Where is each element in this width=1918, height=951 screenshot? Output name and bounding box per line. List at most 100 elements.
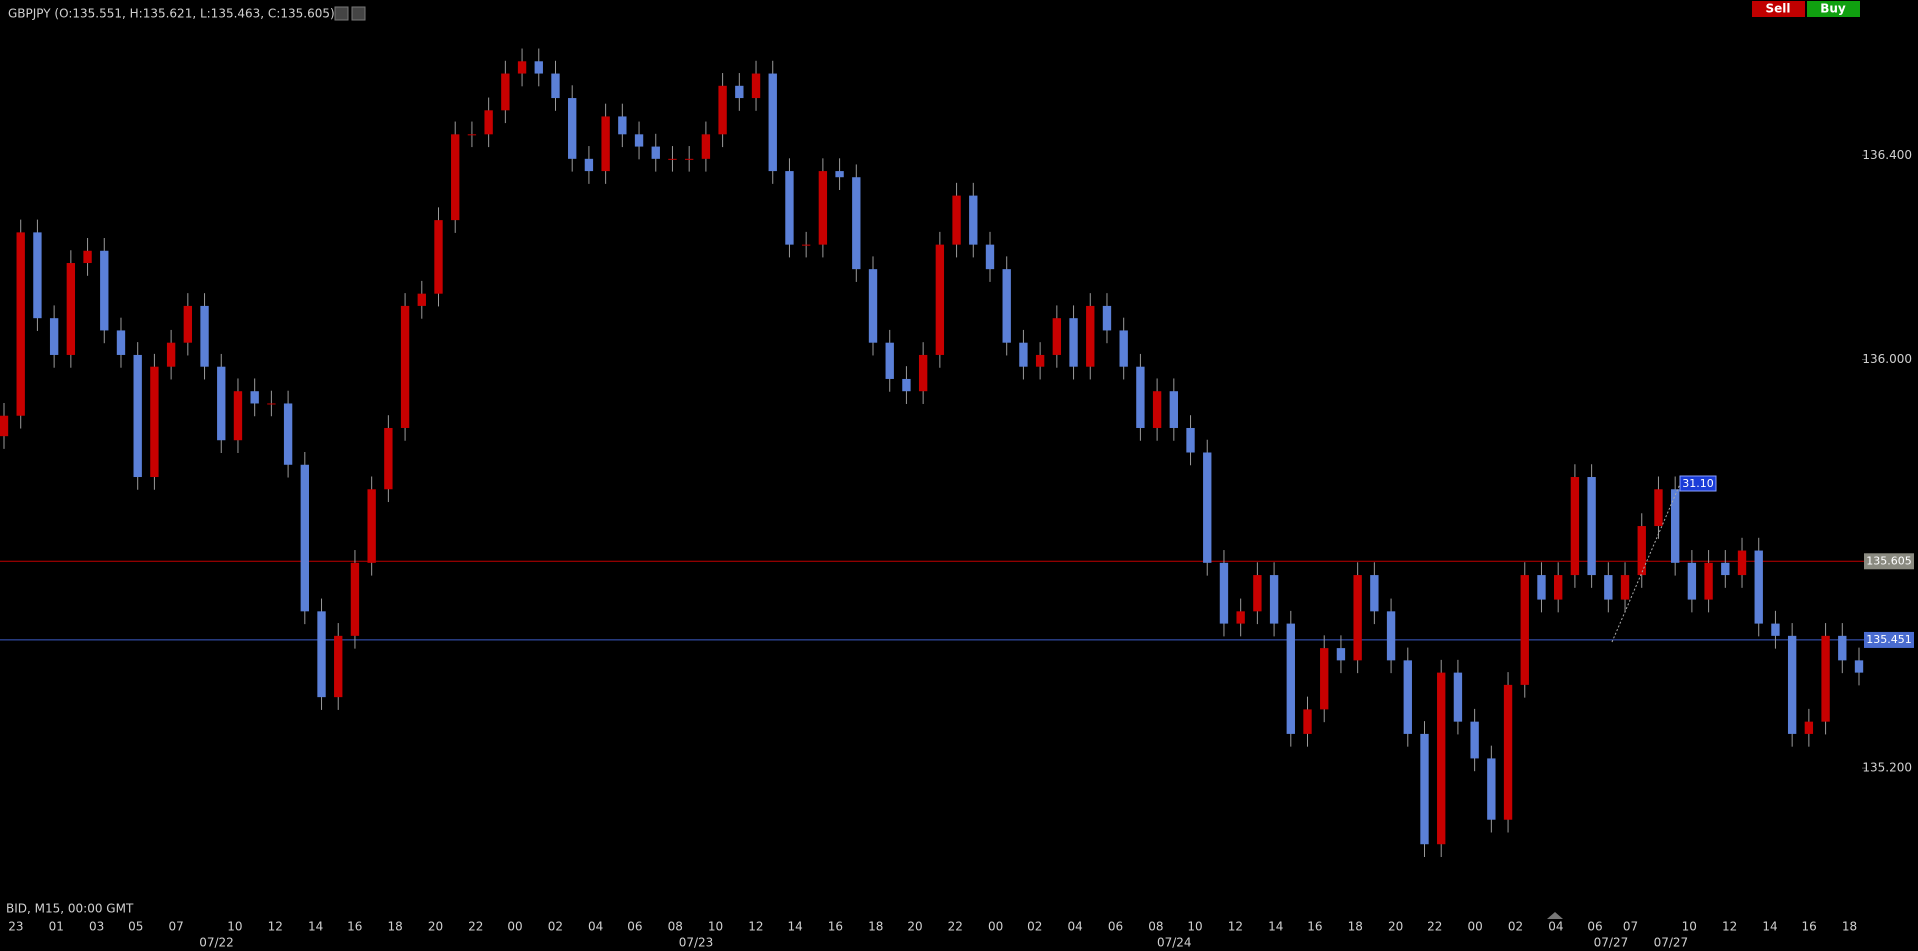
x-tick-label: 14 bbox=[1762, 920, 1777, 934]
x-tick-label: 10 bbox=[227, 920, 242, 934]
candle-body bbox=[1721, 562, 1730, 576]
candle-body bbox=[1203, 452, 1212, 563]
x-tick-label: 10 bbox=[1682, 920, 1697, 934]
x-tick-label: 03 bbox=[89, 920, 104, 934]
x-tick-label: 10 bbox=[1187, 920, 1202, 934]
date-label: 07/27 bbox=[1654, 936, 1689, 950]
scroll-marker bbox=[1547, 912, 1563, 919]
x-tick-label: 20 bbox=[428, 920, 443, 934]
candle-body bbox=[1086, 305, 1095, 367]
x-tick-label: 02 bbox=[548, 920, 563, 934]
candle-body bbox=[1269, 575, 1279, 624]
x-tick-label: 05 bbox=[128, 920, 143, 934]
candle-body bbox=[735, 85, 744, 99]
candle-body bbox=[1035, 354, 1045, 367]
candle-body bbox=[0, 415, 9, 437]
candle-body bbox=[1403, 660, 1412, 734]
date-label: 07/22 bbox=[199, 936, 234, 950]
x-tick-label: 02 bbox=[1508, 920, 1523, 934]
candle-body bbox=[100, 250, 109, 331]
candle-body bbox=[1654, 489, 1663, 527]
candle-body bbox=[701, 134, 711, 159]
candle-body bbox=[768, 73, 777, 172]
candle-body bbox=[83, 250, 92, 264]
annotation: 31.10 bbox=[1682, 477, 1714, 490]
x-tick-label: 07 bbox=[169, 920, 184, 934]
measure-line bbox=[1611, 483, 1681, 643]
x-tick-label: 07 bbox=[1623, 920, 1638, 934]
candle-body bbox=[1169, 391, 1178, 428]
candle-body bbox=[1687, 562, 1697, 600]
candle-body bbox=[350, 562, 360, 636]
candle-body bbox=[1838, 635, 1847, 661]
candle-body bbox=[685, 158, 694, 160]
candle-body bbox=[400, 305, 410, 428]
candle-body bbox=[1637, 526, 1646, 576]
candle-body bbox=[751, 73, 761, 99]
x-tick-label: 14 bbox=[1268, 920, 1283, 934]
candle-body bbox=[1420, 733, 1429, 845]
candle-body bbox=[1771, 623, 1780, 636]
x-tick-label: 14 bbox=[308, 920, 323, 934]
candle-body bbox=[1320, 648, 1329, 710]
x-tick-label: 12 bbox=[748, 920, 763, 934]
x-tick-label: 22 bbox=[948, 920, 963, 934]
x-tick-label: 08 bbox=[668, 920, 683, 934]
x-tick-label: 22 bbox=[1427, 920, 1442, 934]
x-tick-label: 16 bbox=[828, 920, 843, 934]
x-tick-label: 00 bbox=[507, 920, 522, 934]
candle-body bbox=[1303, 709, 1312, 734]
candle-body bbox=[451, 134, 460, 221]
x-tick-label: 16 bbox=[1801, 920, 1816, 934]
close-icon[interactable] bbox=[351, 6, 366, 21]
price-label-bg bbox=[1864, 631, 1914, 648]
candle-body bbox=[1604, 575, 1613, 600]
price-label: 135.451 bbox=[1866, 633, 1912, 646]
x-tick-label: 08 bbox=[1148, 920, 1163, 934]
y-tick-label: 135.200 bbox=[1862, 761, 1912, 775]
x-tick-label: 04 bbox=[1068, 920, 1083, 934]
candle-body bbox=[1336, 648, 1346, 661]
sell-label[interactable]: Sell bbox=[1765, 2, 1790, 16]
x-tick-label: 12 bbox=[268, 920, 283, 934]
candle-body bbox=[1470, 721, 1479, 759]
x-tick-label: 01 bbox=[49, 920, 64, 934]
buy-button[interactable] bbox=[1807, 1, 1860, 17]
candle-body bbox=[1670, 489, 1680, 563]
x-tick-label: 16 bbox=[347, 920, 362, 934]
candle-body bbox=[66, 263, 76, 355]
buy-label[interactable]: Buy bbox=[1820, 2, 1846, 16]
candle-body bbox=[1554, 575, 1563, 600]
candle-body bbox=[1019, 342, 1028, 367]
date-label: 07/27 bbox=[1594, 936, 1629, 950]
date-label: 07/24 bbox=[1157, 936, 1192, 950]
x-tick-label: 16 bbox=[1307, 920, 1322, 934]
candle-body bbox=[1453, 672, 1463, 722]
candle-body bbox=[618, 116, 627, 135]
candle-body bbox=[1503, 684, 1513, 820]
sell-button[interactable] bbox=[1752, 1, 1805, 17]
candle-body bbox=[902, 378, 911, 392]
candle-body bbox=[1102, 305, 1112, 331]
candle-body bbox=[217, 366, 226, 441]
candle-body bbox=[300, 464, 309, 612]
price-label-bg bbox=[1864, 553, 1914, 570]
candle-body bbox=[534, 61, 543, 74]
x-tick-label: 10 bbox=[708, 920, 723, 934]
candle-body bbox=[166, 342, 176, 367]
candle-body bbox=[484, 110, 493, 135]
candle-body bbox=[467, 134, 477, 136]
candle-body bbox=[183, 305, 193, 343]
candle-body bbox=[785, 171, 794, 245]
x-tick-label: 18 bbox=[1348, 920, 1363, 934]
candle-body bbox=[417, 293, 426, 306]
candle-body bbox=[33, 232, 42, 319]
y-tick-label: 136.000 bbox=[1862, 352, 1912, 366]
candle-body bbox=[1253, 575, 1262, 612]
candle-body bbox=[501, 73, 510, 111]
settings-icon[interactable] bbox=[334, 6, 349, 21]
x-tick-label: 14 bbox=[787, 920, 802, 934]
candle-body bbox=[568, 98, 577, 159]
candle-body bbox=[1152, 391, 1162, 428]
candle-body bbox=[651, 146, 660, 159]
